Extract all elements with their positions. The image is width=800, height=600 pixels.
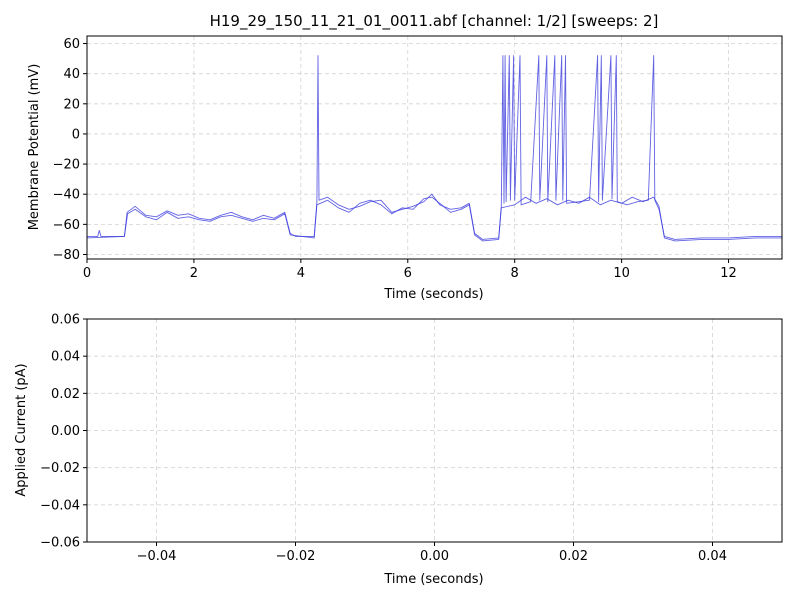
top-x-axis-label: Time (seconds) [383,287,483,302]
x-tick-label: 0.02 [559,549,588,564]
x-tick-label: 0.04 [698,549,727,564]
sweep-trace-2 [86,196,782,242]
x-tick-label: 6 [404,266,412,281]
top-grid [86,36,782,259]
y-tick-label: 0.02 [51,387,80,402]
y-tick-label: −0.02 [40,461,80,476]
sweep-trace-1 [87,55,782,240]
y-tick-label: −40 [53,188,80,203]
y-tick-label: −80 [53,248,80,263]
x-tick-label: −0.02 [276,549,316,564]
y-tick-label: 0 [72,127,80,142]
bottom-x-ticks: −0.04 −0.02 0.00 0.02 0.04 [137,542,727,564]
y-tick-label: 0.06 [51,313,80,328]
bottom-y-axis-label: Applied Current (pA) [14,363,29,496]
top-x-ticks: 0 2 4 6 8 10 12 [83,259,737,281]
y-tick-label: 20 [63,97,80,112]
x-tick-label: 0 [83,266,91,281]
x-tick-label: 0.00 [420,549,449,564]
bottom-y-ticks: −0.06 −0.04 −0.02 0.00 0.02 0.04 0.06 [40,313,87,551]
y-tick-label: 0.00 [51,424,80,439]
chart-title: H19_29_150_11_21_01_0011.abf [channel: 1… [210,12,659,31]
top-y-axis-label: Membrane Potential (mV) [27,64,42,231]
y-tick-label: 0.04 [51,350,80,365]
y-tick-label: 40 [63,67,80,82]
y-tick-label: 60 [63,37,80,52]
y-tick-label: −20 [53,158,80,173]
applied-current-panel: −0.04 −0.02 0.00 0.02 0.04 −0.06 −0.04 −0.02 0.… [14,313,783,587]
y-tick-label: −0.04 [40,498,80,513]
x-tick-label: 4 [297,266,305,281]
bottom-x-axis-label: Time (seconds) [383,572,483,587]
x-tick-label: 8 [511,266,519,281]
membrane-potential-panel: H19_29_150_11_21_01_0011.abf [channel: 1… [27,12,783,302]
x-tick-label: 12 [720,266,737,281]
top-axes-frame [86,35,783,260]
y-tick-label: −0.06 [40,536,80,551]
bottom-grid [87,318,782,543]
membrane-traces [86,55,782,242]
top-y-ticks: −80 −60 −40 −20 0 20 40 60 [53,37,87,263]
y-tick-label: −60 [53,218,80,233]
x-tick-label: −0.04 [137,549,177,564]
x-tick-label: 2 [190,266,198,281]
x-tick-label: 10 [613,266,630,281]
